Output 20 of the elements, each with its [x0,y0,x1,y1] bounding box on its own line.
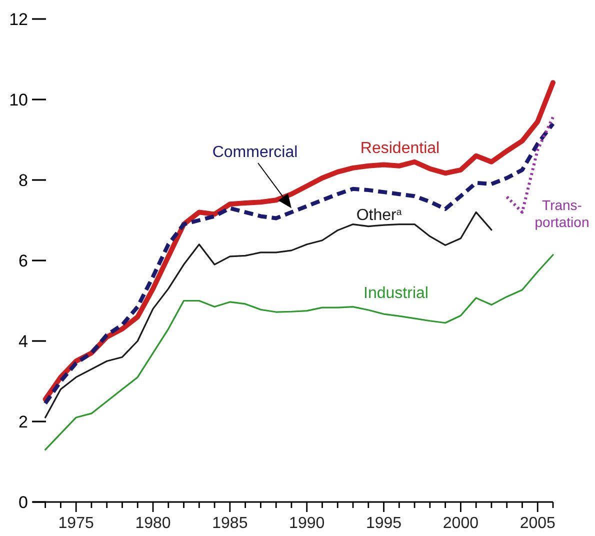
x-tick-label: 2000 [442,515,479,532]
x-tick-label: 1990 [289,515,325,532]
x-tick-label: 1985 [212,515,248,532]
series-label: Trans-portation [534,197,590,230]
y-tick-label: 0 [18,492,28,512]
series-label: Residential [360,140,440,157]
x-tick-label: 1975 [58,515,94,532]
y-tick-label: 6 [18,251,28,270]
y-tick-label: 10 [9,90,28,110]
series-label: Other$^{a}$ [356,206,402,224]
line-series [44,254,554,450]
x-tick-label: 1995 [366,515,402,532]
y-tick-label: 8 [18,170,28,190]
series-label: Industrial [364,285,428,302]
x-tick-label: 1980 [135,515,171,532]
y-tick-label: 2 [18,412,28,432]
y-tick-label: 12 [9,10,28,29]
y-tick-label: 4 [18,332,28,351]
text: Commercial [212,144,298,161]
x-tick-label: 2005 [520,515,556,532]
